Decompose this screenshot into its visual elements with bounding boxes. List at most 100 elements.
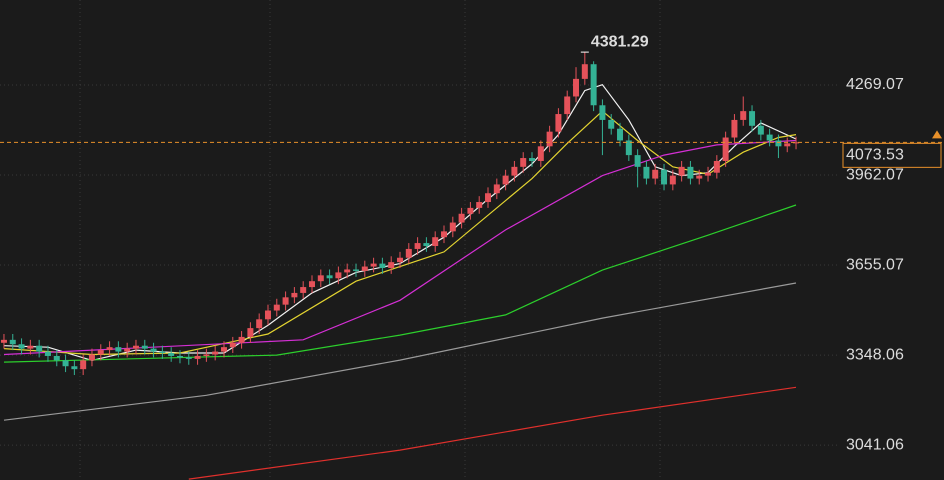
candle-body (344, 269, 351, 273)
y-tick-label: 3348.06 (846, 346, 904, 363)
candle-body (9, 339, 16, 345)
candle-body (185, 357, 192, 359)
candle-body (678, 166, 685, 176)
candle-body (740, 111, 747, 120)
candle-body (705, 172, 712, 176)
candle-body (476, 202, 483, 208)
y-tick-label: 4269.07 (846, 76, 904, 93)
candle-body (361, 266, 368, 271)
moving-average-line (3, 139, 797, 356)
candle-body (317, 275, 324, 282)
candle-body (625, 140, 632, 156)
candle-body (308, 281, 315, 288)
candle-body (388, 262, 395, 269)
candle-body (493, 184, 500, 194)
candle-body (150, 348, 157, 352)
candle-body (766, 134, 773, 141)
candle-body (124, 348, 131, 352)
candle-body (62, 360, 69, 367)
candle-body (537, 146, 544, 161)
candle-body (141, 345, 148, 349)
candle-body (71, 366, 78, 370)
candle-body (282, 297, 289, 305)
candle-body (176, 355, 183, 358)
candle-body (229, 342, 236, 348)
candle-body (634, 155, 641, 167)
y-tick-label: 3655.07 (846, 256, 904, 273)
candle-body (44, 351, 51, 356)
candle-body (696, 175, 703, 179)
candle-body (643, 166, 650, 179)
candle-body (511, 166, 518, 176)
candle-body (0, 339, 7, 343)
candle-body (661, 169, 668, 185)
price-arrow (932, 130, 942, 139)
candle-body (300, 287, 307, 293)
candle-body (432, 237, 439, 247)
moving-average-line (3, 204, 797, 363)
candle-body (555, 114, 562, 132)
candle-body (467, 207, 474, 214)
candle-body (352, 269, 359, 271)
candle-body (379, 263, 386, 269)
candle-body (335, 272, 342, 279)
candle-body (106, 347, 113, 351)
candle-body (397, 257, 403, 263)
candle-body (370, 263, 377, 267)
candle-body (18, 344, 25, 349)
candle-body (53, 355, 60, 361)
moving-average-line (188, 386, 797, 480)
candle-body (520, 158, 527, 167)
current-price-label: 4073.53 (846, 147, 904, 164)
candle-body (238, 336, 245, 343)
candle-body (449, 222, 456, 232)
candle-body (132, 345, 139, 349)
candle-body (687, 166, 694, 179)
candle-body (194, 355, 201, 359)
candle-body (441, 231, 448, 238)
candle-body (652, 169, 659, 179)
candle-body (502, 175, 509, 185)
candle-body (546, 131, 553, 147)
candle-body (247, 328, 254, 337)
candle-body (581, 64, 588, 79)
candle-body (749, 111, 756, 126)
moving-average-line (3, 282, 797, 421)
candle-body (36, 345, 43, 352)
candle-body (784, 143, 791, 147)
candle-body (405, 248, 412, 258)
current-price-box (842, 142, 942, 168)
candle-body (273, 304, 280, 311)
candle-body (757, 125, 764, 135)
candle-body (793, 142, 800, 144)
candle-body (564, 96, 571, 115)
candle-body (291, 292, 298, 298)
candle-body (573, 78, 580, 97)
candle-body (203, 354, 210, 356)
vertical-grid (79, 0, 661, 480)
candle-body (88, 354, 95, 361)
max-price-label: 4381.29 (591, 33, 649, 50)
candle-body (326, 275, 333, 279)
candle-body (80, 360, 87, 370)
candle-body (775, 140, 782, 147)
candle-body (731, 119, 738, 138)
candle-body (458, 213, 465, 223)
candle-body (414, 243, 421, 249)
candle-body (617, 128, 624, 141)
candle-body (599, 105, 606, 120)
candle-body (220, 347, 227, 352)
candle-body (608, 119, 615, 129)
candle-body (115, 347, 122, 352)
candle-body (529, 158, 536, 161)
candle-body (168, 353, 175, 356)
candle-body (159, 351, 166, 354)
candle-body (264, 310, 271, 320)
candle-body (590, 64, 597, 106)
candle-body (97, 350, 104, 355)
y-tick-label: 3962.07 (846, 166, 904, 183)
candle-body (713, 160, 720, 173)
candle-body (485, 193, 492, 203)
